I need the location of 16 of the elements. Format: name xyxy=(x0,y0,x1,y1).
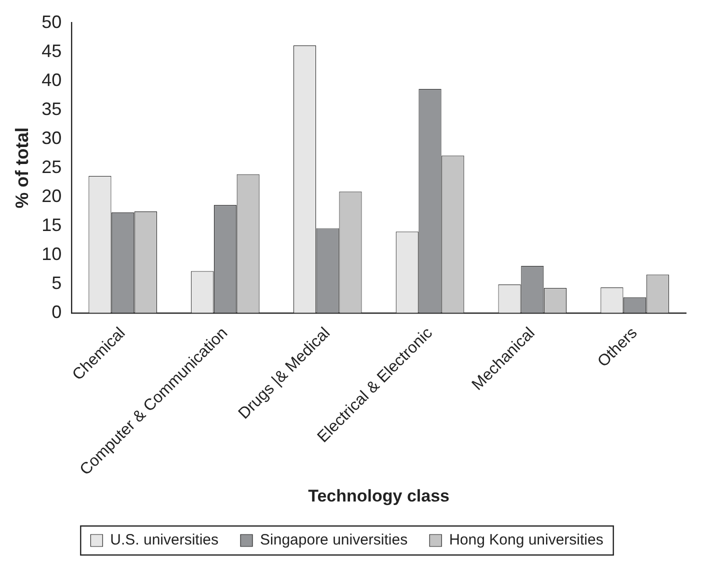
legend-label: Singapore universities xyxy=(260,532,408,549)
y-tick-label: 25 xyxy=(42,156,62,177)
y-tick-label: 50 xyxy=(42,12,62,32)
legend-label: Hong Kong universities xyxy=(449,532,604,549)
x-axis-title: Technology class xyxy=(308,486,450,506)
y-tick-label: 15 xyxy=(42,214,62,235)
y-tick-label: 45 xyxy=(42,40,62,61)
y-tick-label: 10 xyxy=(42,244,62,264)
y-tick-label: 40 xyxy=(42,70,62,90)
y-tick-label: 35 xyxy=(42,98,62,119)
y-tick-label: 20 xyxy=(42,186,62,206)
legend-label: U.S. universities xyxy=(110,532,219,549)
y-tick-label: 30 xyxy=(42,128,62,148)
y-axis-title: % of total xyxy=(12,127,32,208)
y-tick-label: 0 xyxy=(52,302,62,322)
y-tick-label: 5 xyxy=(52,272,62,293)
